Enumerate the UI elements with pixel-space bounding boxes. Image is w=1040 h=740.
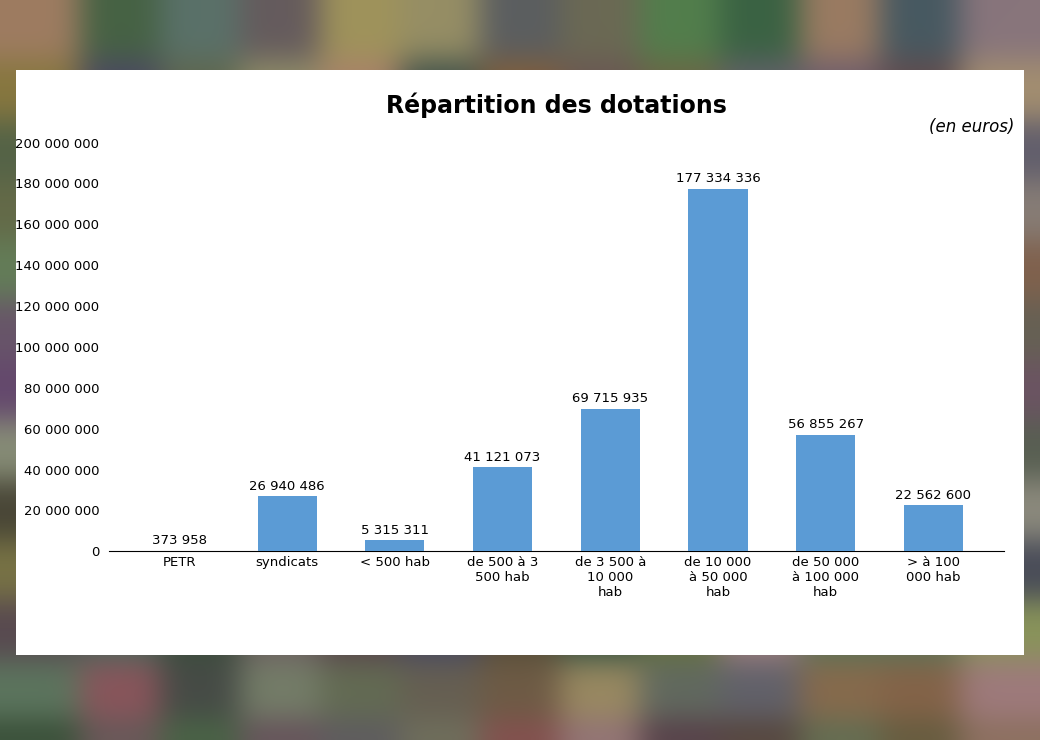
Text: (en euros): (en euros) [929, 118, 1014, 136]
Bar [473, 467, 532, 551]
Text: Répartition des dotations: Répartition des dotations [386, 92, 727, 118]
Text: 22 562 600: 22 562 600 [895, 488, 971, 502]
Bar [796, 435, 855, 551]
Bar [580, 408, 640, 551]
Text: 177 334 336: 177 334 336 [676, 172, 760, 185]
Bar [904, 505, 963, 551]
Bar [258, 497, 317, 551]
Text: 41 121 073: 41 121 073 [465, 451, 541, 463]
Bar [688, 189, 748, 551]
Text: 69 715 935: 69 715 935 [572, 392, 648, 405]
Bar [365, 540, 424, 551]
Text: 5 315 311: 5 315 311 [361, 524, 428, 536]
Text: 373 958: 373 958 [152, 534, 207, 547]
Text: 26 940 486: 26 940 486 [250, 480, 324, 493]
Text: 56 855 267: 56 855 267 [787, 418, 863, 431]
